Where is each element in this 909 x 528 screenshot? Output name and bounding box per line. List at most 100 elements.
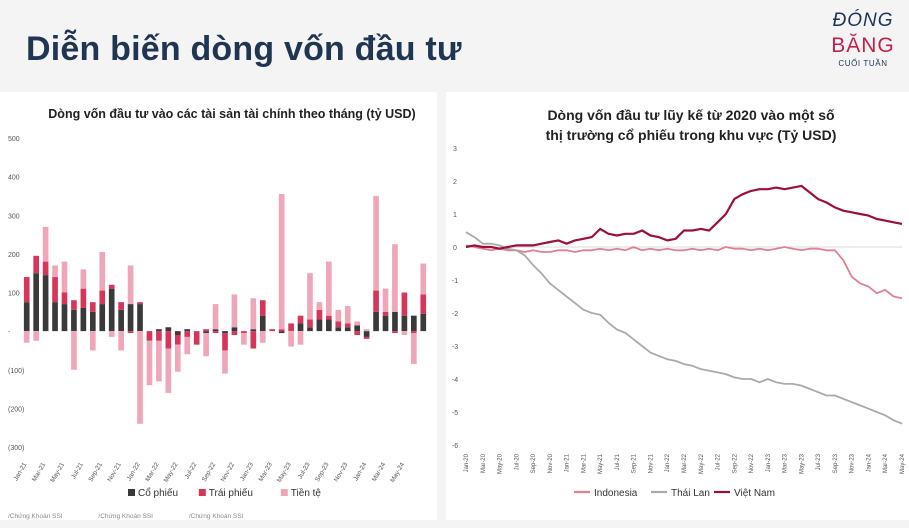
- bar-segment: [23, 331, 30, 343]
- bar-segment: [80, 269, 87, 289]
- bar-segment: [89, 311, 96, 332]
- y-tick-label: 2: [453, 179, 457, 186]
- bar-segment: [392, 244, 398, 312]
- bar-segment: [420, 294, 427, 314]
- bar-segment: [326, 315, 332, 320]
- x-tick-label: Nov-20: [548, 453, 554, 473]
- bar-segment: [392, 311, 398, 332]
- x-tick-label: Nov-23: [333, 461, 350, 483]
- bar-segment: [401, 331, 408, 335]
- bar-segment: [89, 302, 96, 312]
- bar-segment: [212, 331, 219, 334]
- bar-segment: [326, 261, 332, 316]
- x-tick-label: Nov-22: [220, 461, 237, 483]
- bar-segment: [203, 333, 209, 357]
- bar-segment: [80, 307, 87, 332]
- cumulative-flow-panel: Dòng vốn đầu tư lũy kế từ 2020 vào một s…: [446, 92, 909, 520]
- monthly-flow-panel: Dòng vốn đầu tư vào các tài sản tài chín…: [0, 92, 437, 520]
- bar-segment: [108, 331, 115, 337]
- y-tick-label: -3: [452, 344, 458, 351]
- x-tick-label: Sep-22: [732, 453, 738, 473]
- bar-segment: [71, 309, 77, 332]
- x-tick-label: Jan-22: [126, 461, 142, 482]
- x-tick-label: Mar-24: [883, 453, 889, 473]
- x-tick-label: Jan-23: [766, 453, 772, 472]
- bar-segment: [174, 344, 181, 372]
- x-tick-label: Jan-22: [665, 453, 671, 472]
- bar-segment: [363, 329, 370, 332]
- bar-segment: [33, 273, 39, 332]
- bar-segment: [174, 334, 181, 345]
- x-tick-label: Jul-21: [615, 453, 621, 470]
- y-tick-label: 400: [8, 175, 20, 182]
- bar-segment: [354, 331, 361, 335]
- y-tick-label: -4: [452, 377, 458, 384]
- y-tick-label: (200): [8, 406, 24, 413]
- bar-segment: [222, 350, 228, 374]
- bar-segment: [108, 288, 115, 332]
- y-tick-label: 1: [453, 212, 457, 219]
- bar-segment: [344, 323, 351, 328]
- bar-segment: [335, 321, 342, 328]
- x-tick-label: Sep-23: [833, 453, 839, 473]
- bar-segment: [344, 306, 351, 324]
- bar-segment: [420, 263, 427, 295]
- bar-segment: [212, 329, 219, 332]
- legend-label: Trái phiếu: [209, 487, 253, 499]
- legend-swatch: [280, 489, 288, 496]
- bar-segment: [307, 319, 313, 328]
- bar-segment: [363, 336, 370, 339]
- y-tick-label: 100: [8, 291, 20, 298]
- series-line: [465, 231, 903, 425]
- bar-segment: [61, 292, 68, 305]
- x-tick-label: Mar-21: [31, 461, 48, 483]
- y-tick-label: (100): [8, 368, 24, 375]
- footer-tiktok[interactable]: /Chứng Khoán SSI: [98, 513, 153, 520]
- x-tick-label: Jan-21: [12, 461, 28, 482]
- bar-segment: [231, 331, 238, 335]
- bar-segment: [316, 302, 323, 310]
- x-tick-label: Nov-22: [749, 453, 755, 473]
- footer: /Chứng Khoán SSI /Chứng Khoán SSI /Chứng…: [8, 513, 277, 520]
- legend-label: Indonesia: [594, 488, 638, 499]
- bar-segment: [61, 261, 68, 293]
- x-tick-label: Nov-21: [106, 461, 123, 483]
- x-tick-label: May-22: [163, 461, 180, 484]
- bar-segment: [411, 331, 417, 334]
- bar-segment: [165, 331, 172, 349]
- x-tick-label: Mar-23: [258, 461, 275, 483]
- bar-segment: [401, 315, 408, 332]
- bar-segment: [259, 300, 266, 316]
- footer-facebook[interactable]: /Chứng Khoán SSI: [8, 513, 63, 520]
- y-tick-label: -5: [452, 410, 458, 417]
- x-tick-label: Jul-23: [297, 461, 312, 480]
- bar-segment: [288, 323, 294, 332]
- bar-segment: [99, 304, 106, 332]
- bar-segment: [184, 329, 191, 332]
- bar-segment: [411, 315, 417, 332]
- footer-linkedin[interactable]: /Chứng Khoán SSI: [188, 513, 244, 520]
- x-tick-label: May-20: [498, 453, 504, 474]
- bar-segment: [118, 302, 124, 310]
- bar-segment: [344, 327, 351, 332]
- y-tick-label: 0: [453, 245, 457, 252]
- chart-title: Dòng vốn đầu tư vào các tài sản tài chín…: [48, 107, 415, 121]
- bar-segment: [42, 226, 49, 262]
- bar-segment: [250, 298, 257, 330]
- bar-segment: [316, 319, 323, 332]
- bar-segment: [222, 333, 228, 351]
- monthly-flow-chart: Dòng vốn đầu tư vào các tài sản tài chín…: [8, 107, 427, 499]
- y-tick-label: 500: [8, 136, 20, 143]
- legend-label: Tiền tệ: [291, 487, 322, 499]
- bar-segment: [326, 319, 332, 332]
- x-tick-label: Jul-22: [716, 453, 722, 470]
- bar-segment: [99, 251, 106, 291]
- bar-segment: [156, 329, 162, 332]
- bar-segment: [382, 288, 389, 312]
- bar-segment: [165, 327, 172, 332]
- y-tick-label: (300): [8, 445, 24, 452]
- x-tick-label: Sep-22: [201, 461, 218, 483]
- x-tick-label: Sep-23: [314, 461, 331, 483]
- bar-segment: [307, 273, 313, 320]
- x-tick-label: Sep-20: [531, 453, 537, 473]
